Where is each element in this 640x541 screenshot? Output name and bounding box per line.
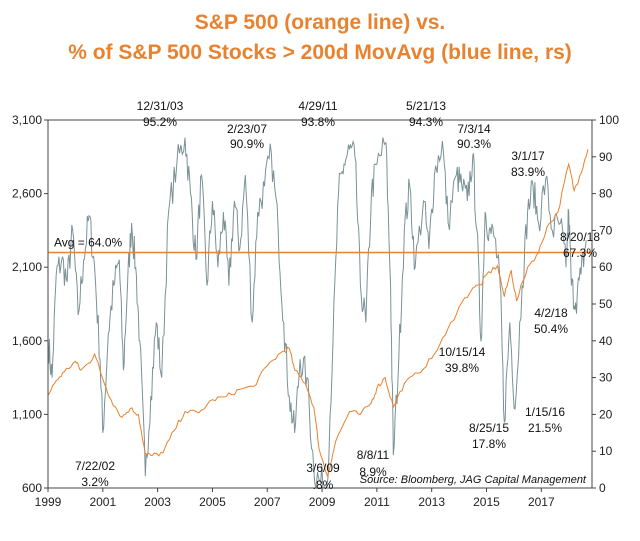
- annotation-value: 39.8%: [445, 361, 479, 375]
- x-tick-label: 2011: [364, 495, 390, 509]
- annotation-date: 10/15/14: [439, 345, 486, 359]
- left-tick-label: 1,100: [12, 407, 42, 421]
- left-tick-label: 600: [22, 481, 42, 495]
- axes: 600 1,100 1,600 2,100 2,600 3,100 0 10 20 30 40 50 6…: [12, 113, 619, 509]
- x-tick-label: 2009: [309, 495, 336, 509]
- annotation-date: 7/3/14: [457, 122, 491, 136]
- annotation-value: 95.2%: [143, 115, 177, 129]
- left-tick-label: 1,600: [12, 334, 42, 348]
- right-tick-label: 20: [599, 407, 613, 421]
- left-tick-label: 3,100: [12, 113, 42, 127]
- annotation-value: 17.8%: [472, 437, 506, 451]
- left-tick-label: 2,600: [12, 187, 42, 201]
- x-tick-label: 2001: [89, 495, 116, 509]
- annotation-date: 5/21/13: [406, 99, 446, 113]
- annotation-value: 94.3%: [409, 115, 443, 129]
- average-label: Avg = 64.0%: [54, 235, 122, 249]
- left-tick-label: 2,100: [12, 260, 42, 274]
- series-group: [48, 137, 589, 488]
- annotation-date: 7/22/02: [75, 459, 115, 473]
- annotation-date: 3/1/17: [511, 149, 545, 163]
- x-tick-label: 2005: [199, 495, 226, 509]
- annotation-value: 90.3%: [457, 137, 491, 151]
- x-tick-label: 2003: [144, 495, 171, 509]
- annotation-date: 3/6/09: [306, 461, 340, 475]
- plot-area: [48, 137, 592, 488]
- right-tick-label: 70: [599, 223, 613, 237]
- annotation-date: 8/20/18: [560, 230, 600, 244]
- x-tick-label: 2013: [418, 495, 445, 509]
- x-tick-label: 2015: [473, 495, 500, 509]
- annotation-value: 83.9%: [511, 165, 545, 179]
- annotation-date: 2/23/07: [227, 122, 267, 136]
- right-tick-label: 0: [599, 481, 606, 495]
- annotation-value: 8.9%: [359, 465, 387, 479]
- annotation-value: 67.3%: [563, 246, 597, 260]
- right-tick-label: 10: [599, 444, 613, 458]
- x-tick-label: 2017: [528, 495, 555, 509]
- annotation-date: 1/15/16: [525, 405, 565, 419]
- annotation-value: .8%: [313, 478, 334, 492]
- annotation-value: 21.5%: [528, 421, 562, 435]
- annotation-date: 4/29/11: [298, 99, 337, 113]
- sp500-line: [48, 149, 589, 478]
- chart-title-line-1: S&P 500 (orange line) vs.: [194, 11, 446, 34]
- annotation-value: 50.4%: [534, 322, 568, 336]
- right-tick-label: 40: [599, 334, 613, 348]
- annotation-date: 4/2/18: [534, 306, 568, 320]
- source-note: Source: Bloomberg, JAG Capital Managemen…: [360, 474, 587, 486]
- pct-above-200d-line: [48, 137, 587, 488]
- annotation-date: 8/8/11: [357, 448, 390, 462]
- annotation-date: 8/25/15: [469, 421, 509, 435]
- annotation-value: 3.2%: [81, 475, 109, 489]
- annotation-value: 93.8%: [301, 115, 335, 129]
- annotation-date: 12/31/03: [137, 99, 184, 113]
- right-tick-label: 80: [599, 187, 613, 201]
- chart-title: S&P 500 (orange line) vs. % of S&P 500 S…: [0, 8, 640, 68]
- x-tick-label: 1999: [35, 495, 62, 509]
- x-tick-label: 2007: [254, 495, 281, 509]
- chart-title-line-2: % of S&P 500 Stocks > 200d MovAvg (blue …: [68, 41, 572, 64]
- right-tick-label: 90: [599, 150, 613, 164]
- right-tick-label: 30: [599, 371, 613, 385]
- right-tick-label: 100: [599, 113, 619, 127]
- right-tick-label: 50: [599, 297, 613, 311]
- right-tick-label: 60: [599, 260, 613, 274]
- annotation-value: 90.9%: [230, 137, 264, 151]
